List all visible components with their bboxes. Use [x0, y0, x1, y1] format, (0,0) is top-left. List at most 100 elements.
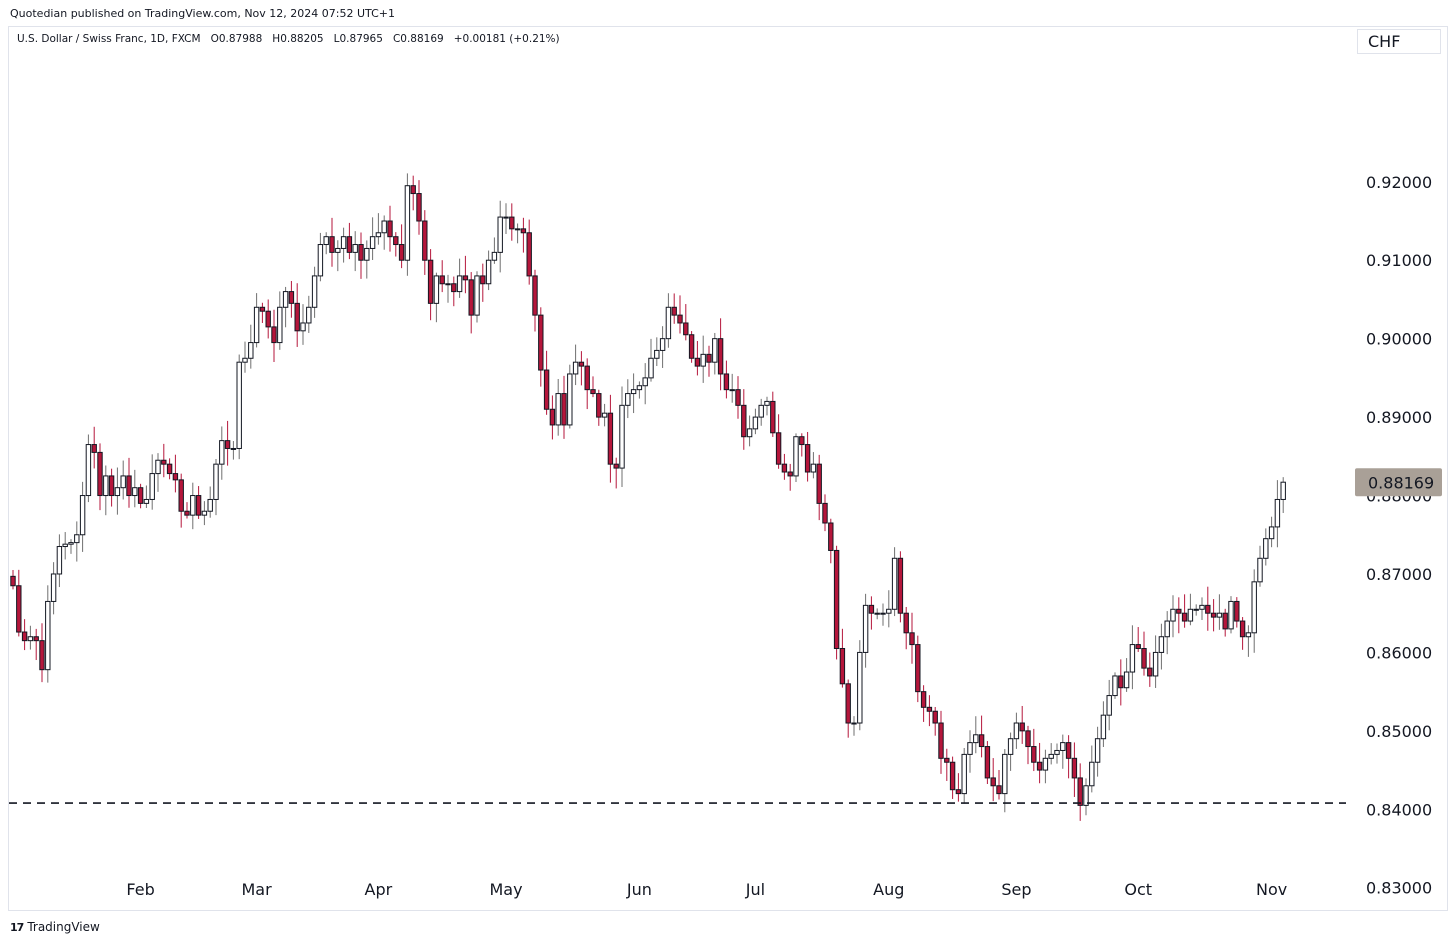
- candle-up: [1048, 753, 1054, 759]
- x-month-label: Aug: [873, 880, 904, 899]
- candle-up: [810, 463, 817, 473]
- tradingview-brand: TradingView: [27, 920, 100, 934]
- candle-up: [381, 220, 387, 234]
- candle-down: [33, 636, 39, 642]
- candle-up: [433, 275, 440, 304]
- candle-down: [532, 275, 538, 316]
- candle-up: [1187, 608, 1194, 622]
- y-tick-label: 0.89000: [1366, 408, 1432, 427]
- x-month-label: Apr: [365, 880, 393, 899]
- candle-up: [729, 389, 735, 392]
- y-tick-label: 0.85000: [1366, 722, 1432, 741]
- candle-up: [474, 275, 480, 316]
- candle-up: [1089, 761, 1095, 787]
- candle-down: [694, 357, 701, 367]
- candle-up: [874, 612, 880, 615]
- candle-up: [352, 244, 358, 253]
- candle-down: [393, 236, 399, 246]
- candle-down: [909, 632, 915, 646]
- candle-down: [416, 193, 422, 222]
- candle-down: [346, 236, 353, 253]
- x-month-label: Mar: [242, 880, 273, 899]
- candle-down: [613, 463, 619, 469]
- candle-up: [961, 753, 967, 795]
- candle-up: [497, 216, 503, 253]
- candle-up: [190, 495, 196, 516]
- candle-down: [184, 510, 190, 516]
- candle-up: [120, 475, 126, 489]
- candle-up: [555, 393, 561, 426]
- published-by-line: Quotedian published on TradingView.com, …: [10, 7, 395, 20]
- candle-down: [1176, 608, 1182, 614]
- candle-up: [1060, 742, 1066, 751]
- candle-up: [1228, 600, 1234, 630]
- candle-up: [514, 228, 521, 231]
- candle-down: [462, 275, 469, 281]
- candle-down: [1222, 612, 1228, 630]
- candle-down: [955, 789, 962, 795]
- last-price-label: 0.88169: [1368, 473, 1434, 492]
- legend-change: +0.00181 (+0.21%): [447, 33, 560, 45]
- candle-up: [659, 338, 666, 351]
- y-tick-label: 0.90000: [1366, 330, 1432, 349]
- candle-down: [978, 734, 985, 748]
- candle-up: [306, 306, 312, 324]
- candle-up: [207, 498, 213, 512]
- currency-button[interactable]: CHF: [1357, 29, 1441, 54]
- candle-down: [410, 185, 416, 195]
- candle-up: [1094, 738, 1101, 763]
- candle-up: [503, 216, 509, 219]
- x-month-label: Nov: [1256, 880, 1287, 899]
- candle-up: [155, 459, 161, 475]
- last-price-tag: [1355, 468, 1442, 497]
- candle-down: [1135, 644, 1141, 650]
- candle-up: [445, 283, 451, 286]
- candle-down: [97, 451, 103, 497]
- candle-up: [85, 444, 92, 497]
- candle-down: [288, 291, 295, 304]
- candle-up: [375, 232, 382, 238]
- candle-up: [567, 373, 573, 426]
- candle-down: [16, 585, 22, 633]
- candle-up: [143, 498, 150, 504]
- candle-up: [248, 342, 254, 359]
- x-month-label: Sep: [1001, 880, 1031, 899]
- candle-up: [1268, 526, 1275, 540]
- candle-down: [480, 275, 486, 285]
- candle-down: [10, 575, 16, 587]
- candle-down: [526, 232, 532, 277]
- candles-group: [10, 173, 1286, 821]
- candle-up: [114, 487, 121, 497]
- candle-up: [364, 247, 370, 261]
- candle-up: [68, 542, 74, 545]
- candle-down: [723, 373, 730, 391]
- candle-down: [126, 475, 132, 497]
- tradingview-logo-icon: 17: [10, 920, 24, 934]
- candle-down: [427, 259, 434, 304]
- candle-down: [1019, 722, 1025, 732]
- candle-up: [793, 436, 799, 477]
- x-month-label: Jun: [626, 880, 652, 899]
- candle-down: [671, 306, 677, 316]
- candle-down: [1031, 746, 1037, 763]
- candle-up: [1112, 675, 1118, 697]
- candle-up: [630, 389, 637, 395]
- candle-down: [932, 710, 938, 724]
- chart-frame: [8, 26, 1448, 911]
- candle-up: [62, 543, 68, 548]
- candle-down: [1025, 730, 1031, 748]
- candle-down: [822, 502, 828, 524]
- candle-down: [137, 487, 144, 504]
- candle-down: [1210, 612, 1217, 618]
- candle-down: [549, 408, 556, 426]
- candle-down: [439, 275, 445, 285]
- candle-down: [839, 648, 846, 685]
- candle-down: [741, 404, 747, 438]
- candle-up: [1007, 738, 1014, 755]
- candle-up: [1193, 608, 1199, 611]
- candle-up: [886, 608, 892, 614]
- candle-up: [300, 322, 306, 332]
- candle-up: [746, 428, 753, 438]
- candle-down: [677, 314, 683, 324]
